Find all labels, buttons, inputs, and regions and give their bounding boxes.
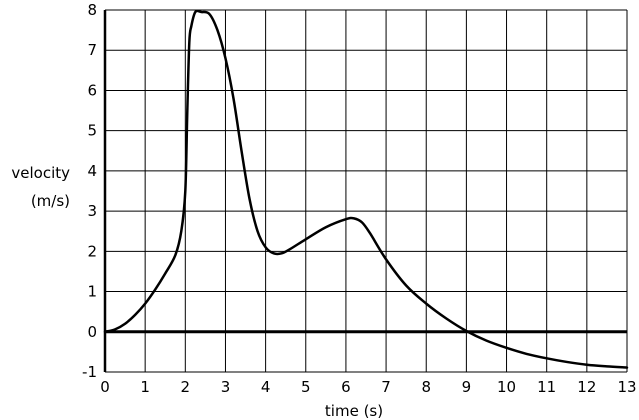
y-tick-label-8: 8 (87, 1, 97, 19)
y-tick-label-1: 1 (87, 283, 97, 301)
y-tick-label-5: 5 (87, 122, 97, 140)
y-tick-label-2: 2 (87, 242, 97, 260)
y-tick-label-6: 6 (87, 81, 97, 99)
x-tick-label-0: 0 (100, 378, 110, 396)
x-tick-label-2: 2 (181, 378, 191, 396)
x-tick-label-6: 6 (341, 378, 351, 396)
x-axis-title: time (s) (325, 402, 383, 420)
y-tick-label-0: 0 (87, 323, 97, 341)
x-tick-label-11: 11 (537, 378, 556, 396)
y-tick-label-3: 3 (87, 202, 97, 220)
x-tick-label-3: 3 (221, 378, 231, 396)
grid (103, 9, 628, 373)
y-tick-label-4: 4 (87, 162, 97, 180)
x-tick-label-8: 8 (421, 378, 431, 396)
y-tick-label--1: -1 (82, 363, 97, 381)
x-tick-label-7: 7 (381, 378, 391, 396)
x-tick-label-10: 10 (497, 378, 516, 396)
x-tick-label-9: 9 (462, 378, 472, 396)
series-line-0 (103, 9, 629, 369)
series-group (103, 9, 629, 369)
x-tick-label-13: 13 (617, 378, 636, 396)
y-axis-title-line2: (m/s) (31, 192, 70, 210)
y-tick-label-7: 7 (87, 41, 97, 59)
x-tick-label-5: 5 (301, 378, 311, 396)
x-tick-label-4: 4 (261, 378, 271, 396)
x-tick-label-12: 12 (577, 378, 596, 396)
x-tick-label-1: 1 (140, 378, 150, 396)
y-axis-title-line1: velocity (11, 164, 70, 182)
